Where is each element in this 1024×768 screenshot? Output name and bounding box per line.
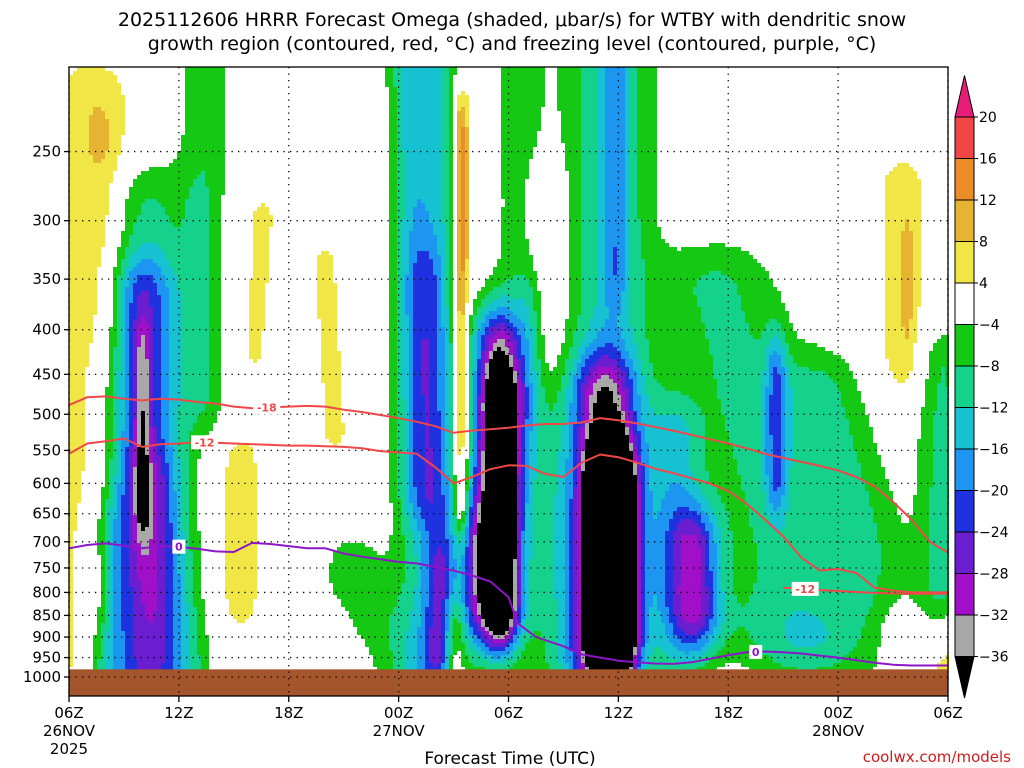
- freezing-level-contour-label: 0: [752, 646, 760, 659]
- colorbar-bin: [954, 656, 975, 699]
- dendritic-contour-label: -12: [195, 436, 215, 449]
- omega-colorbar: 20 16 12 8 4 −4 −8 −12 −16 −20 −24 −28 −32 −36: [954, 75, 1009, 699]
- colorbar-bin: [954, 116, 975, 159]
- colorbar-label: −12: [979, 401, 1009, 417]
- x-tick-label: 18Z: [274, 704, 303, 722]
- colorbar-bin: [954, 573, 975, 616]
- colorbar-label: 4: [979, 276, 988, 292]
- colorbar-label: −20: [979, 484, 1009, 500]
- y-tick-label: 250: [32, 143, 61, 161]
- y-tick-label: 500: [32, 405, 61, 423]
- y-tick-label: 600: [32, 474, 61, 492]
- colorbar-bin: [954, 614, 975, 657]
- x-tick-label: 00Z: [823, 704, 852, 722]
- y-tick-label: 950: [32, 649, 61, 667]
- x-axis-title: Forecast Time (UTC): [424, 749, 595, 768]
- x-date-label: 27NOV: [373, 722, 426, 740]
- y-tick-label: 1000: [23, 668, 61, 686]
- x-tick-label: 12Z: [604, 704, 633, 722]
- chart-title-line-1: 2025112606 HRRR Forecast Omega (shaded, …: [118, 9, 906, 31]
- colorbar-label: −16: [979, 442, 1009, 458]
- x-year-label: 2025: [50, 740, 88, 758]
- chart-title: 2025112606 HRRR Forecast Omega (shaded, …: [118, 9, 906, 55]
- y-tick-label: 700: [32, 533, 61, 551]
- chart-title-line-2: growth region (contoured, red, °C) and f…: [148, 33, 877, 55]
- colorbar-bin: [954, 324, 975, 367]
- x-tick-label: 06Z: [933, 704, 962, 722]
- dendritic-contour-label: -18: [257, 402, 277, 415]
- y-tick-label: 650: [32, 505, 61, 523]
- dendritic-label-bg: [191, 435, 219, 450]
- freezing-level-contours: 00: [68, 539, 948, 667]
- y-tick-label: 850: [32, 606, 61, 624]
- colorbar-bin: [954, 282, 975, 325]
- freezing-level-label-bg: [749, 644, 763, 659]
- x-date-label: 28NOV: [812, 722, 865, 740]
- x-tick-label: 06Z: [494, 704, 523, 722]
- colorbar-label: 16: [979, 152, 997, 168]
- colorbar-bin: [954, 158, 975, 201]
- colorbar-label: −24: [979, 525, 1009, 541]
- colorbar-label: −4: [979, 318, 1000, 334]
- credit-text: coolwx.com/models: [863, 748, 1011, 766]
- colorbar-bin: [954, 241, 975, 284]
- y-tick-label: 400: [32, 321, 61, 339]
- y-tick-label: 800: [32, 583, 61, 601]
- colorbar-bin: [954, 531, 975, 574]
- freezing-level-contour-label: 0: [175, 541, 183, 554]
- colorbar-label: −8: [979, 359, 1000, 375]
- colorbar-bin: [954, 407, 975, 450]
- x-tick-label: 18Z: [714, 704, 743, 722]
- dendritic-contour-line: [68, 395, 949, 554]
- x-date-label: 26NOV: [43, 722, 96, 740]
- pressure-axis: 250 300 350 400 450 500 550 600 650 700 750 800 850 9…: [23, 143, 69, 686]
- x-tick-label: 00Z: [384, 704, 413, 722]
- colorbar-bin: [954, 490, 975, 533]
- colorbar-label: 20: [979, 110, 997, 126]
- y-tick-label: 550: [32, 441, 61, 459]
- dendritic-label-bg: [791, 581, 819, 596]
- colorbar-label: −28: [979, 567, 1009, 583]
- y-tick-label: 300: [32, 212, 61, 230]
- dendritic-label-bg: [253, 400, 281, 415]
- freezing-level-label-bg: [172, 539, 186, 554]
- colorbar-bin: [954, 365, 975, 408]
- freezing-level-contour-line: [68, 541, 948, 667]
- y-tick-label: 350: [32, 270, 61, 288]
- dendritic-growth-contours: -18 -12 -12: [68, 395, 949, 596]
- colorbar-bin: [954, 448, 975, 491]
- x-tick-label: 06Z: [54, 704, 83, 722]
- colorbar-label: −36: [979, 650, 1009, 666]
- dendritic-contour-label: -12: [795, 583, 815, 596]
- y-tick-label: 750: [32, 559, 61, 577]
- colorbar-label: 8: [979, 235, 988, 251]
- y-tick-label: 900: [32, 628, 61, 646]
- y-tick-label: 450: [32, 365, 61, 383]
- colorbar-bin: [954, 199, 975, 242]
- colorbar-label: −32: [979, 608, 1009, 624]
- x-tick-label: 12Z: [164, 704, 193, 722]
- colorbar-label: 12: [979, 193, 997, 209]
